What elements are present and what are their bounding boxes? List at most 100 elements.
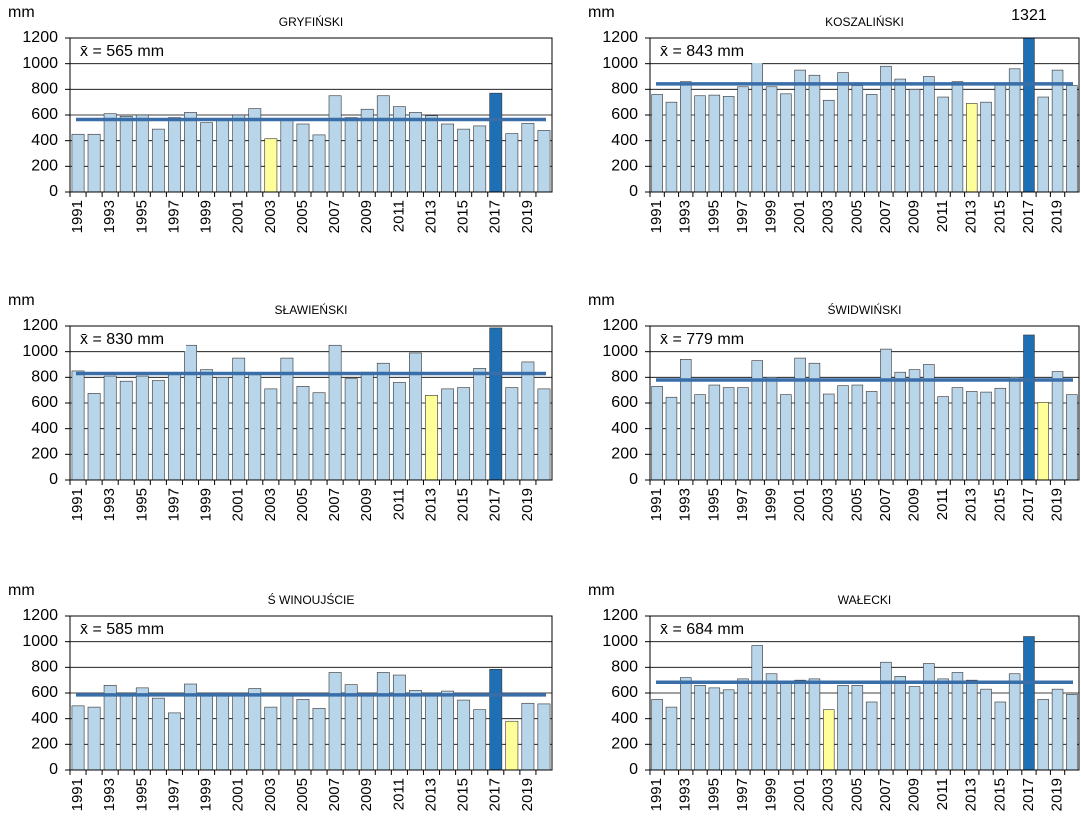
bar: [71, 133, 85, 192]
bar: [392, 382, 406, 480]
bar: [200, 369, 213, 480]
bar: [780, 394, 792, 480]
bar: [737, 678, 749, 770]
bar: [880, 65, 892, 192]
x-tick-label: 2019: [1049, 200, 1066, 233]
x-tick-label: 2015: [455, 200, 472, 233]
bar: [1008, 673, 1021, 770]
bar: [168, 117, 181, 192]
bar: [651, 94, 663, 192]
bar: [280, 357, 294, 480]
x-tick-label: 1999: [763, 778, 780, 811]
bar: [537, 130, 551, 192]
bar: [392, 674, 406, 770]
y-tick-label: 0: [49, 183, 58, 200]
bar: [537, 388, 551, 480]
x-tick-label: 1997: [734, 488, 751, 521]
y-tick-label: 400: [31, 710, 58, 727]
chart-title: GRYFIŃSKI: [279, 14, 343, 29]
x-tick-label: 2011: [390, 200, 407, 232]
mean-annotation: x̄ = 565 mm: [80, 43, 164, 60]
bar: [980, 391, 992, 480]
bar: [851, 85, 864, 192]
chart-panel: mm KOSZALIŃSKI 0 200 400 600 800 1000 1200 1991 19…: [588, 4, 1080, 233]
x-tick-label: 2011: [934, 200, 951, 232]
x-tick-label: 1995: [705, 488, 722, 521]
bar: [880, 348, 892, 480]
bar: [119, 115, 133, 192]
x-tick-label: 1997: [734, 778, 751, 811]
bar: [966, 391, 978, 480]
y-tick-label: 400: [611, 132, 638, 149]
bar: [216, 119, 230, 192]
x-tick-label: 1995: [133, 200, 150, 233]
x-tick-label: 2003: [262, 200, 279, 233]
bar: [135, 114, 149, 192]
bar: [296, 123, 310, 192]
bar: [765, 86, 778, 192]
bar: [441, 388, 454, 480]
y-tick-label: 800: [31, 659, 58, 676]
bar: [823, 709, 835, 770]
bar: [1051, 371, 1064, 480]
x-tick-label: 2007: [877, 488, 894, 521]
y-tick-label: 1000: [602, 55, 638, 72]
y-tick-label: 1200: [22, 607, 58, 624]
x-tick-label: 2013: [422, 200, 439, 233]
chart-title: SŁAWIEŃSKI: [275, 302, 348, 317]
mean-annotation: x̄ = 585 mm: [80, 621, 164, 638]
bar: [248, 688, 262, 770]
x-tick-label: 2009: [358, 488, 375, 521]
chart-title: WAŁECKI: [838, 593, 892, 607]
bar: [794, 679, 806, 770]
x-tick-label: 1993: [677, 778, 694, 811]
bar: [1051, 69, 1064, 192]
bar: [722, 96, 735, 192]
bar: [328, 95, 342, 192]
bar: [794, 69, 806, 192]
bar: [232, 357, 246, 480]
x-tick-label: 1997: [165, 200, 182, 233]
x-tick-label: 2003: [262, 778, 279, 811]
x-tick-label: 2019: [519, 778, 536, 811]
x-tick-label: 2015: [455, 778, 472, 811]
bar: [328, 344, 342, 480]
bar: [425, 115, 438, 192]
bar: [823, 393, 835, 480]
chart-panel: mm Ś WINOUJŚCIE 0 200 400 600 800 1000 1200 1991 1…: [8, 582, 553, 811]
bar: [837, 684, 849, 770]
x-tick-label: 2001: [230, 778, 247, 811]
y-tick-label: 1200: [22, 29, 58, 46]
bar: [680, 81, 692, 192]
x-tick-label: 1999: [198, 200, 215, 233]
bar: [951, 81, 964, 192]
x-tick-label: 2005: [848, 778, 865, 811]
x-tick-label: 2013: [963, 488, 980, 521]
plot-border: [649, 325, 1080, 481]
bar: [457, 128, 471, 192]
bar: [980, 688, 992, 770]
bar: [1066, 693, 1078, 770]
x-tick-label: 2007: [326, 778, 343, 811]
x-tick-label: 2013: [963, 778, 980, 811]
plot-border: [69, 37, 553, 193]
y-tick-label: 200: [31, 446, 58, 463]
bar: [537, 703, 551, 770]
y-tick-label: 600: [31, 684, 58, 701]
bar: [937, 96, 949, 192]
bar: [665, 396, 678, 480]
bar: [808, 678, 821, 770]
bar: [344, 378, 358, 480]
bar: [425, 394, 438, 480]
chart-panel: mm GRYFIŃSKI 0 200 400 600 800 1000 1200 1991 1993…: [8, 4, 553, 233]
bar: [521, 361, 535, 480]
x-tick-label: 1999: [763, 200, 780, 233]
x-tick-label: 1991: [648, 488, 665, 521]
y-tick-label: 400: [611, 420, 638, 437]
bar: [966, 103, 978, 192]
bar: [119, 380, 133, 480]
x-tick-label: 1993: [677, 200, 694, 233]
bar: [312, 708, 326, 770]
bar: [923, 76, 935, 192]
x-tick-label: 2001: [791, 778, 808, 811]
